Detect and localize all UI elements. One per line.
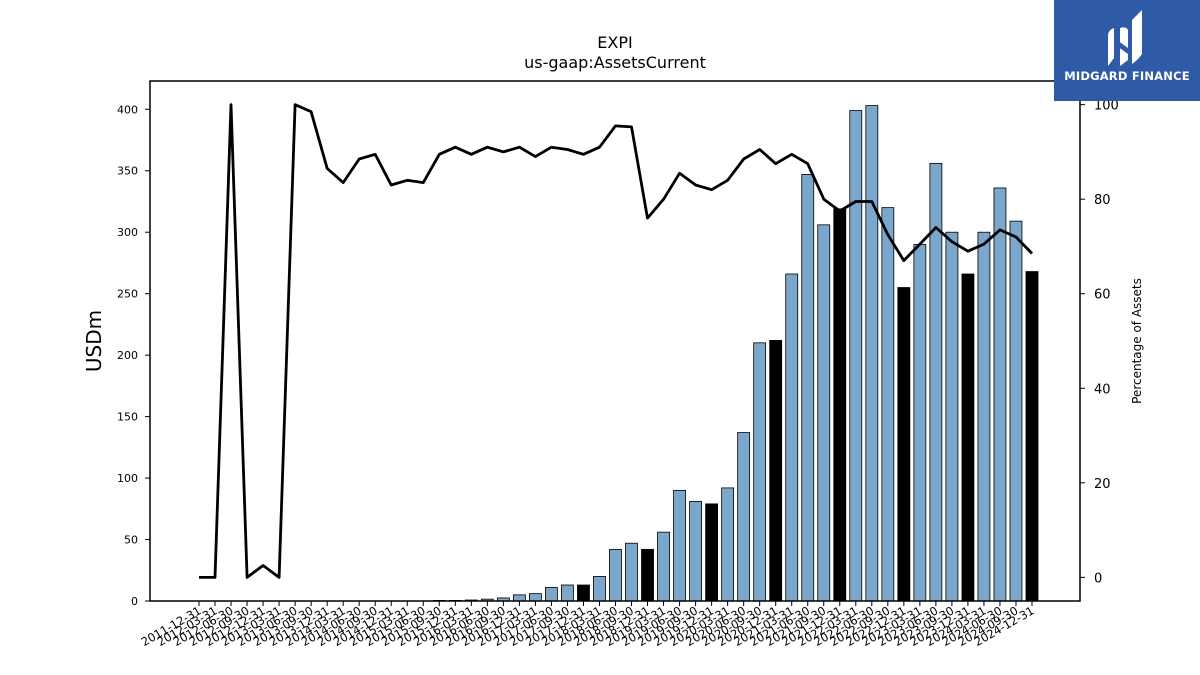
chart-subtitle: us-gaap:AssetsCurrent <box>524 53 706 72</box>
percentage-line <box>199 103 1034 579</box>
y2-tick-label-0: 0 <box>1094 571 1102 586</box>
bar-2022-12-31 <box>897 287 911 602</box>
bar-2020-03-31 <box>721 487 735 602</box>
bar-2017-09-30 <box>561 584 574 602</box>
bar-2016-12-31 <box>512 594 526 602</box>
midgard-logo-icon <box>1108 10 1142 66</box>
y2-tick-label-40: 40 <box>1094 382 1111 397</box>
bar-2023-12-31 <box>961 273 975 602</box>
bar-2021-06-30 <box>801 174 815 602</box>
bar-2024-09-30 <box>1009 220 1023 602</box>
brand-logo: MIDGARD FINANCE <box>1054 0 1200 101</box>
bar-2023-09-30 <box>945 231 959 602</box>
bar-2019-12-31 <box>705 503 719 602</box>
bar-2018-09-30 <box>625 542 638 602</box>
y-tick-label-50: 50 <box>124 534 138 547</box>
bar-2018-03-31 <box>593 576 606 602</box>
bar-2021-09-30 <box>817 224 831 602</box>
y2-tick-label-60: 60 <box>1094 288 1111 303</box>
y-tick-label-300: 300 <box>117 226 138 239</box>
y2-tick-label-80: 80 <box>1094 193 1111 208</box>
chart-title: EXPI <box>597 33 632 52</box>
bar-2020-09-30 <box>753 342 767 602</box>
y2-tick-label-100: 100 <box>1094 99 1119 114</box>
y-tick-label-250: 250 <box>117 288 138 301</box>
bar-2017-03-31 <box>529 593 542 602</box>
bar-2024-03-31 <box>977 231 991 602</box>
bar-2019-09-30 <box>689 501 702 602</box>
bar-2017-06-30 <box>545 587 558 602</box>
bar-2017-12-31 <box>577 584 590 602</box>
bar-2021-03-31 <box>785 273 799 602</box>
bar-2019-03-31 <box>657 531 670 602</box>
y-tick-label-150: 150 <box>117 411 138 424</box>
y-tick-label-0: 0 <box>131 595 138 608</box>
bar-2022-09-30 <box>881 207 895 602</box>
y-tick-label-350: 350 <box>117 165 138 178</box>
y-tick-label-200: 200 <box>117 349 138 362</box>
plot-frame <box>149 80 1081 602</box>
y-tick-label-400: 400 <box>117 103 138 116</box>
y2-axis-label: Percentage of Assets <box>1130 278 1144 404</box>
bar-2020-06-30 <box>737 432 751 602</box>
brand-logo-text: MIDGARD FINANCE <box>1064 69 1190 83</box>
y-tick-label-100: 100 <box>117 472 138 485</box>
bar-2019-06-30 <box>673 489 686 602</box>
bar-2022-03-31 <box>849 110 863 602</box>
bar-2018-06-30 <box>609 548 622 602</box>
y-axis-label: USDm <box>82 310 106 372</box>
y2-tick-label-20: 20 <box>1094 477 1111 492</box>
bar-2024-06-30 <box>993 187 1007 602</box>
bar-2020-12-31 <box>769 339 783 602</box>
bar-2018-12-31 <box>641 548 654 602</box>
bar-2021-12-31 <box>833 208 847 602</box>
bar-2022-06-30 <box>865 105 879 602</box>
bar-2023-03-31 <box>913 244 927 602</box>
bar-2024-12-31 <box>1025 271 1039 602</box>
